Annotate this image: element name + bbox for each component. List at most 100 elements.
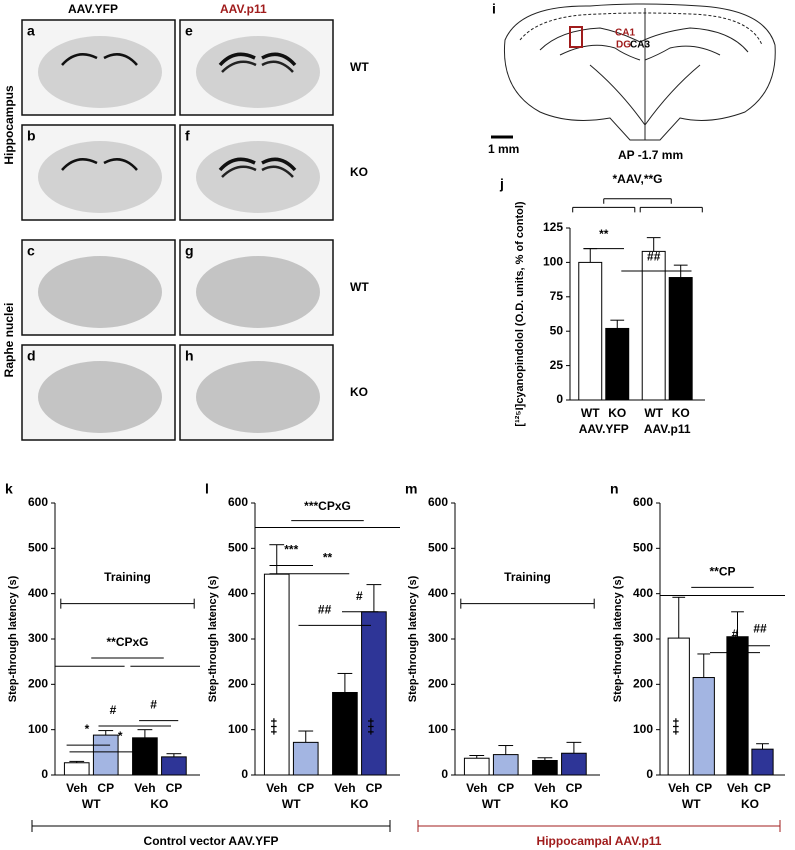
y-tick-label: 400 <box>28 586 48 600</box>
panel-letter: i <box>492 1 496 17</box>
x-tick-label: CP <box>566 781 583 795</box>
hippocampus <box>221 165 294 178</box>
row-label: KO <box>350 165 368 179</box>
annotation: **CP <box>709 564 735 578</box>
x-tick-label: Veh <box>727 781 748 795</box>
annotation: ## <box>647 249 661 263</box>
footer-bracket <box>417 820 781 832</box>
row-label: WT <box>350 60 369 74</box>
group-label: KO <box>741 797 759 811</box>
bar <box>561 752 587 776</box>
annotation: ** <box>599 227 609 241</box>
y-tick-label: 300 <box>28 631 48 645</box>
group-label: KO <box>150 797 168 811</box>
annotation: +++ <box>364 718 376 735</box>
y-axis-label: [¹²⁵I]cyanopindolol (O.D. units, % of co… <box>514 201 526 426</box>
annotation: ## <box>753 621 767 635</box>
annotation: *AAV,**G <box>612 172 662 186</box>
hippocampus <box>218 157 297 172</box>
x-tick-label: Veh <box>334 781 355 795</box>
x-tick-label: Veh <box>134 781 155 795</box>
bar <box>361 611 387 776</box>
region-label: CA1 <box>615 28 635 39</box>
panel-letter: e <box>185 23 193 39</box>
column-header: AAV.YFP <box>68 2 118 16</box>
y-tick-label: 25 <box>550 358 564 372</box>
x-tick-label: Veh <box>668 781 689 795</box>
x-tick-label: Veh <box>66 781 87 795</box>
annotation: ## <box>318 602 332 616</box>
panel-letter: k <box>5 481 13 497</box>
bar <box>641 250 666 401</box>
panel-letter: h <box>185 348 194 364</box>
y-tick-label: 125 <box>543 220 563 234</box>
group-label: KO <box>350 797 368 811</box>
bar <box>332 691 358 776</box>
brain-slice <box>196 36 320 108</box>
annotation: Training <box>104 570 151 584</box>
bar <box>92 734 119 776</box>
annotation: Training <box>504 570 551 584</box>
annotation: # <box>356 589 363 603</box>
annotation: * <box>85 722 90 736</box>
x-tick-label: Veh <box>466 781 487 795</box>
column-header: AAV.p11 <box>220 2 267 16</box>
hippocampus <box>61 53 138 66</box>
y-tick-label: 300 <box>633 631 653 645</box>
bar <box>463 757 490 776</box>
panel-letter: c <box>27 243 35 259</box>
x-tick-label: CP <box>497 781 514 795</box>
x-tick-label: CP <box>366 781 383 795</box>
y-tick-label: 100 <box>428 722 448 736</box>
y-axis-label: Step-through latency (s) <box>7 575 19 702</box>
annotation: ** <box>323 551 333 565</box>
row-group: Hippocampus <box>2 85 16 165</box>
y-tick-label: 500 <box>633 541 653 555</box>
brain-slice <box>38 36 162 108</box>
bar <box>63 762 90 776</box>
group-label: AAV.p11 <box>644 422 691 436</box>
y-tick-label: 600 <box>228 495 248 509</box>
bar <box>692 677 715 776</box>
annotation: +++ <box>267 718 279 735</box>
y-axis-label: Step-through latency (s) <box>612 575 624 702</box>
panel-letter: j <box>499 176 504 192</box>
annotation: ***CPxG <box>304 499 351 513</box>
bar <box>492 754 519 776</box>
x-tick-label: CP <box>297 781 314 795</box>
y-tick-label: 100 <box>28 722 48 736</box>
panel-letter: l <box>205 481 209 497</box>
brain-slice <box>38 256 162 328</box>
group-label: WT <box>282 797 301 811</box>
bar <box>578 261 603 401</box>
brain-slice <box>38 361 162 433</box>
annotation: # <box>732 627 739 641</box>
y-tick-label: 100 <box>633 722 653 736</box>
y-tick-label: 400 <box>228 586 248 600</box>
y-tick-label: 75 <box>550 289 564 303</box>
y-tick-label: 200 <box>228 677 248 691</box>
panel-letter: n <box>610 481 619 497</box>
brain-slice <box>196 256 320 328</box>
y-tick-label: 500 <box>428 541 448 555</box>
y-tick-label: 500 <box>28 541 48 555</box>
group-label: WT <box>82 797 101 811</box>
bar <box>668 277 693 401</box>
annotation: +++ <box>728 718 740 735</box>
annotation: * <box>118 729 123 743</box>
y-axis-label: Step-through latency (s) <box>407 575 419 702</box>
position-label: AP -1.7 mm <box>618 148 683 162</box>
annotation: # <box>150 698 157 712</box>
x-tick-label: Veh <box>266 781 287 795</box>
footer-label: Hippocampal AAV.p11 <box>537 834 662 848</box>
y-tick-label: 100 <box>543 255 563 269</box>
scale-label: 1 mm <box>488 142 519 156</box>
row-label: KO <box>350 385 368 399</box>
y-tick-label: 0 <box>41 767 48 781</box>
bar <box>263 573 290 776</box>
bar <box>667 637 690 776</box>
x-tick-label: WT <box>581 406 600 420</box>
x-tick-label: CP <box>754 781 771 795</box>
y-tick-label: 600 <box>633 495 653 509</box>
